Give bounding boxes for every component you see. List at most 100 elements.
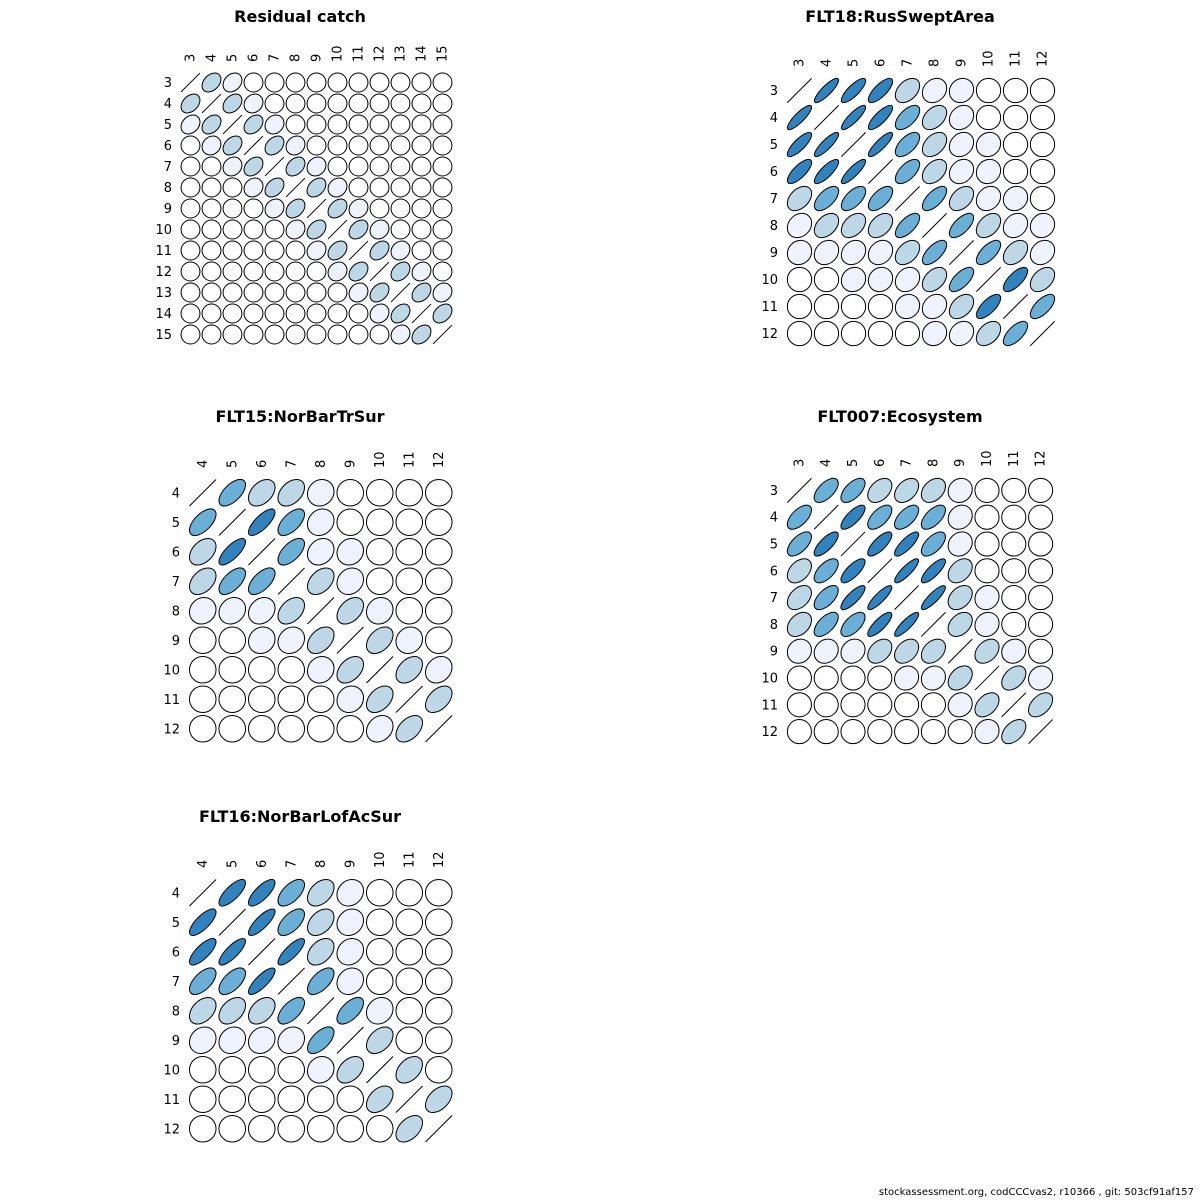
corr-ellipse — [921, 293, 948, 320]
corr-ellipse — [180, 135, 201, 156]
row-tick-label: 11 — [761, 300, 778, 315]
corr-ellipse — [348, 72, 369, 93]
corr-ellipse — [327, 324, 348, 345]
col-tick-label: 12 — [1036, 50, 1051, 67]
corr-ellipse — [432, 261, 453, 282]
col-tick-label: 7 — [284, 860, 299, 868]
corr-diagonal — [277, 967, 305, 995]
corr-ellipse — [840, 320, 867, 347]
corr-ellipse — [894, 558, 920, 584]
corr-ellipse — [306, 1114, 335, 1143]
corr-ellipse — [218, 1055, 247, 1084]
corr-ellipse — [390, 324, 411, 345]
corr-ellipse — [390, 219, 411, 240]
col-tick-label: 11 — [1007, 450, 1022, 467]
corr-ellipse — [277, 908, 306, 937]
col-tick-label: 6 — [247, 54, 262, 62]
corr-ellipse — [243, 219, 264, 240]
corr-ellipse — [1001, 665, 1027, 691]
corr-ellipse — [395, 537, 424, 566]
col-tick-label: 12 — [373, 45, 388, 62]
corr-ellipse — [840, 212, 867, 239]
corr-ellipse — [264, 135, 285, 156]
row-tick-label: 4 — [172, 886, 180, 901]
corr-ellipse — [813, 692, 839, 718]
corr-ellipse — [786, 293, 813, 320]
corr-ellipse — [222, 240, 243, 261]
corr-ellipse — [867, 692, 893, 718]
corr-diagonal — [894, 185, 921, 212]
corr-ellipse — [365, 714, 394, 743]
corr-diagonal — [348, 240, 369, 261]
row-tick-label: 5 — [770, 138, 778, 153]
corr-ellipse — [948, 131, 975, 158]
corr-ellipse — [365, 1026, 394, 1055]
corr-ellipse — [306, 1055, 335, 1084]
corr-ellipse — [180, 282, 201, 303]
corr-ellipse — [306, 537, 335, 566]
corr-ellipse — [247, 1055, 276, 1084]
corr-ellipse — [243, 303, 264, 324]
corr-ellipse — [285, 114, 306, 135]
col-tick-label: 3 — [792, 459, 807, 467]
corr-ellipse — [920, 665, 946, 691]
corr-ellipse — [306, 1026, 335, 1055]
corr-ellipse — [395, 508, 424, 537]
corr-diagonal — [894, 585, 920, 611]
col-tick-label: 9 — [343, 860, 358, 868]
row-tick-label: 9 — [770, 246, 778, 261]
row-tick-label: 5 — [164, 118, 172, 133]
corr-ellipse — [1029, 104, 1056, 131]
corr-ellipse — [1002, 320, 1029, 347]
corr-ellipse — [327, 135, 348, 156]
corr-diagonal — [867, 558, 893, 584]
corr-ellipse — [201, 198, 222, 219]
corr-ellipse — [840, 477, 866, 503]
corr-ellipse — [786, 638, 812, 664]
corr-ellipse — [786, 719, 812, 745]
corr-ellipse — [201, 303, 222, 324]
corr-ellipse — [201, 177, 222, 198]
row-tick-label: 9 — [164, 202, 172, 217]
corr-diagonal — [411, 303, 432, 324]
row-tick-label: 7 — [172, 575, 180, 590]
corr-ellipse — [411, 219, 432, 240]
corr-ellipse — [222, 282, 243, 303]
corr-ellipse — [920, 719, 946, 745]
corr-ellipse — [243, 282, 264, 303]
corr-ellipse — [786, 558, 812, 584]
corr-ellipse — [247, 996, 276, 1025]
corr-ellipse — [277, 714, 306, 743]
corr-ellipse — [277, 1085, 306, 1114]
col-tick-label: 4 — [205, 54, 220, 62]
corr-ellipse — [786, 266, 813, 293]
corr-ellipse — [188, 685, 217, 714]
corr-diagonal — [366, 1056, 394, 1084]
row-tick-label: 6 — [770, 165, 778, 180]
corr-ellipse — [974, 504, 1000, 530]
corr-ellipse — [974, 638, 1000, 664]
corr-panel-4: FLT007:Ecosystem 3 4 5 6 7 8 9 10 11 12 3 4 5 6 7 8 9 10 11… — [761, 407, 1054, 745]
corr-diagonal — [920, 611, 946, 637]
col-tick-label: 8 — [289, 54, 304, 62]
corr-ellipse — [813, 212, 840, 239]
corr-ellipse — [369, 93, 390, 114]
corr-ellipse — [395, 1055, 424, 1084]
row-tick-label: 12 — [163, 722, 180, 737]
corr-ellipse — [348, 324, 369, 345]
row-tick-label: 4 — [172, 486, 180, 501]
corr-ellipse — [786, 611, 812, 637]
corr-ellipse — [894, 638, 920, 664]
corr-ellipse — [813, 266, 840, 293]
corr-diagonal — [189, 879, 217, 907]
corr-ellipse — [188, 996, 217, 1025]
corr-ellipse — [867, 266, 894, 293]
corr-ellipse — [975, 104, 1002, 131]
row-tick-label: 3 — [770, 484, 778, 499]
corr-diagonal — [1001, 692, 1027, 718]
corr-ellipse — [424, 1055, 453, 1084]
corr-ellipse — [921, 104, 948, 131]
row-tick-label: 10 — [155, 223, 172, 238]
corr-ellipse — [894, 320, 921, 347]
row-tick-label: 4 — [770, 111, 778, 126]
